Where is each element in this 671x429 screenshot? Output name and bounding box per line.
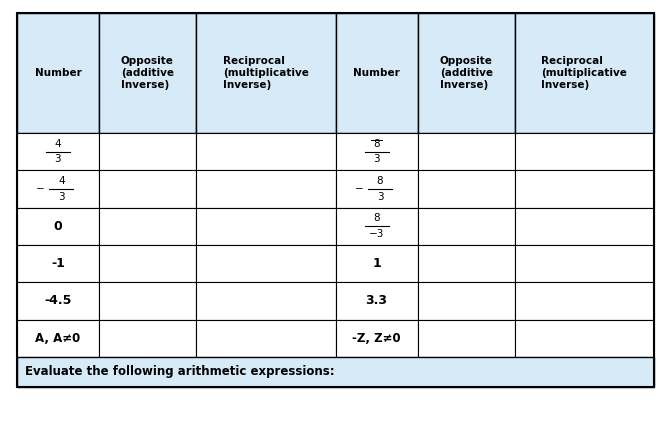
Bar bbox=[17, 245, 99, 282]
Text: 8: 8 bbox=[376, 176, 383, 186]
Text: Reciprocal
(multiplicative
Inverse): Reciprocal (multiplicative Inverse) bbox=[223, 55, 309, 91]
Text: 4: 4 bbox=[58, 176, 64, 186]
Bar bbox=[196, 170, 336, 208]
Bar bbox=[515, 133, 654, 170]
Bar bbox=[336, 282, 418, 320]
Text: Number: Number bbox=[354, 68, 400, 78]
Bar bbox=[17, 170, 99, 208]
Text: -1: -1 bbox=[51, 257, 65, 270]
Bar bbox=[336, 133, 418, 170]
Bar bbox=[99, 208, 196, 245]
Bar bbox=[17, 357, 654, 387]
Bar bbox=[336, 245, 418, 282]
Text: Evaluate the following arithmetic expressions:: Evaluate the following arithmetic expres… bbox=[25, 366, 334, 378]
Bar bbox=[336, 13, 418, 133]
Text: 0: 0 bbox=[54, 220, 62, 233]
Bar bbox=[196, 208, 336, 245]
Bar bbox=[418, 245, 515, 282]
Bar bbox=[99, 133, 196, 170]
Text: 3: 3 bbox=[373, 154, 380, 164]
Bar bbox=[515, 320, 654, 357]
Bar bbox=[515, 245, 654, 282]
Text: 3: 3 bbox=[54, 154, 61, 164]
Bar bbox=[99, 320, 196, 357]
Bar bbox=[99, 170, 196, 208]
Bar bbox=[336, 170, 418, 208]
Bar bbox=[17, 133, 99, 170]
Bar bbox=[196, 13, 336, 133]
Bar bbox=[196, 282, 336, 320]
Text: 8: 8 bbox=[373, 214, 380, 224]
Bar bbox=[515, 170, 654, 208]
Text: -4.5: -4.5 bbox=[44, 294, 72, 308]
Text: −: − bbox=[355, 184, 364, 194]
Text: Opposite
(additive
Inverse): Opposite (additive Inverse) bbox=[440, 55, 493, 91]
Text: −: − bbox=[36, 184, 45, 194]
Text: 3.3: 3.3 bbox=[366, 294, 388, 308]
Bar bbox=[418, 282, 515, 320]
Bar bbox=[418, 208, 515, 245]
Bar bbox=[99, 282, 196, 320]
Bar bbox=[99, 245, 196, 282]
Bar bbox=[336, 320, 418, 357]
Text: A, A≠0: A, A≠0 bbox=[36, 332, 81, 345]
Bar bbox=[17, 13, 99, 133]
Text: 4: 4 bbox=[54, 139, 61, 149]
Bar bbox=[196, 133, 336, 170]
Text: Number: Number bbox=[35, 68, 81, 78]
Bar bbox=[515, 282, 654, 320]
Bar bbox=[336, 208, 418, 245]
Text: Opposite
(additive
Inverse): Opposite (additive Inverse) bbox=[121, 55, 174, 91]
Text: -Z, Z≠0: -Z, Z≠0 bbox=[352, 332, 401, 345]
Text: 8: 8 bbox=[373, 139, 380, 149]
Bar bbox=[17, 208, 99, 245]
Bar bbox=[196, 245, 336, 282]
Bar bbox=[99, 13, 196, 133]
Bar bbox=[418, 320, 515, 357]
Bar bbox=[196, 320, 336, 357]
Bar bbox=[515, 13, 654, 133]
Text: 1: 1 bbox=[372, 257, 381, 270]
Bar bbox=[17, 320, 99, 357]
Text: 3: 3 bbox=[58, 192, 64, 202]
Text: −3: −3 bbox=[369, 229, 384, 239]
Bar bbox=[515, 208, 654, 245]
Text: Reciprocal
(multiplicative
Inverse): Reciprocal (multiplicative Inverse) bbox=[541, 55, 627, 91]
Bar bbox=[418, 13, 515, 133]
Bar bbox=[418, 170, 515, 208]
Bar bbox=[17, 282, 99, 320]
Text: 3: 3 bbox=[376, 192, 383, 202]
Bar bbox=[418, 133, 515, 170]
Bar bbox=[17, 13, 654, 387]
